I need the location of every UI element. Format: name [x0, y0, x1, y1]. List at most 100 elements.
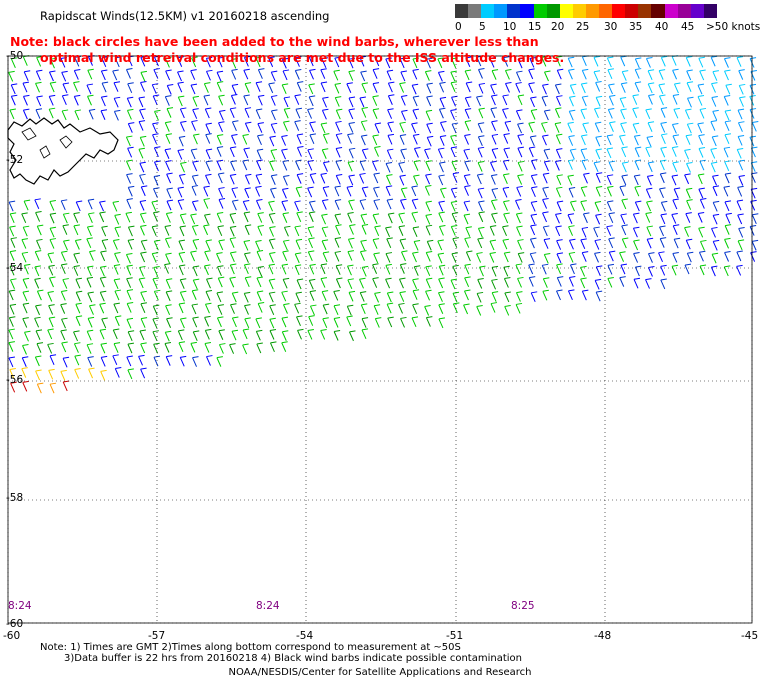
wind-barb: [463, 200, 471, 212]
wind-barb: [307, 148, 314, 160]
wind-barb: [581, 159, 588, 170]
wind-barb: [711, 82, 718, 93]
wind-barb: [593, 55, 601, 67]
colorbar-label: 45: [681, 21, 695, 33]
wind-barb: [242, 199, 250, 211]
wind-barb: [645, 278, 652, 289]
wind-barb: [75, 302, 82, 314]
wind-barb: [257, 302, 265, 313]
wind-barb: [126, 355, 133, 367]
wind-barb: [374, 146, 381, 157]
wind-barb: [88, 108, 96, 120]
lat-label-52: -52: [6, 154, 24, 166]
wind-barb: [257, 266, 264, 277]
lat-label-54: -54: [6, 262, 24, 274]
time-label-1: 8:24: [8, 600, 32, 612]
wind-barb: [398, 212, 405, 224]
wind-barb: [283, 225, 291, 237]
wind-barb: [673, 187, 681, 199]
wind-barb: [60, 263, 68, 275]
wind-barb: [517, 122, 524, 134]
wind-barb: [594, 251, 601, 263]
wind-barb: [671, 55, 679, 66]
wind-barb: [191, 200, 199, 211]
wind-barb: [204, 302, 212, 314]
wind-barb: [477, 187, 485, 199]
wind-barb: [205, 173, 212, 185]
wind-barb: [438, 277, 445, 289]
wind-barb: [556, 239, 563, 250]
wind-barb: [34, 198, 41, 210]
wind-barb: [671, 174, 679, 186]
wind-barb: [556, 276, 564, 287]
wind-barb: [307, 186, 314, 198]
wind-barb: [400, 316, 407, 328]
wind-barb: [400, 148, 407, 160]
wind-barb: [334, 213, 342, 225]
wind-barb: [386, 198, 394, 210]
wind-barb: [595, 95, 603, 107]
wind-barb: [452, 172, 460, 183]
wind-barb: [648, 265, 655, 277]
wind-barb: [684, 108, 692, 120]
wind-barb: [320, 68, 327, 79]
wind-barb: [541, 134, 549, 146]
wind-barb: [100, 250, 107, 262]
note-line-2: optimal wind retreival conditions are me…: [40, 50, 565, 65]
wind-barb: [114, 367, 122, 378]
wind-barb: [192, 160, 199, 172]
wind-barb: [490, 302, 498, 313]
wind-barb: [348, 224, 356, 235]
wind-barb: [542, 186, 549, 198]
wind-barb: [294, 200, 301, 212]
note-line-1: Note: black circles have been added to t…: [10, 34, 539, 49]
wind-barb: [425, 173, 432, 185]
wind-barb: [465, 226, 472, 237]
wind-barb: [243, 239, 250, 251]
wind-barb: [140, 342, 147, 354]
wind-barb: [633, 277, 641, 289]
wind-barb: [516, 185, 523, 197]
wind-barb: [736, 264, 743, 276]
wind-barb: [413, 239, 421, 251]
wind-barb: [698, 56, 705, 68]
wind-barb: [87, 356, 94, 367]
wind-barb: [8, 328, 15, 340]
wind-barb: [386, 174, 393, 185]
wind-barb: [478, 200, 485, 212]
wind-barb: [348, 199, 355, 211]
wind-barb: [229, 212, 237, 224]
wind-barb: [165, 304, 172, 315]
wind-barb: [711, 226, 718, 238]
wind-barb: [608, 212, 615, 223]
wind-barb: [593, 70, 601, 81]
wind-barb: [568, 238, 576, 250]
wind-barb: [217, 304, 224, 315]
wind-barb: [73, 94, 81, 106]
wind-barb: [203, 82, 211, 93]
wind-barb: [86, 343, 94, 354]
wind-barb: [60, 289, 68, 301]
wind-barb: [231, 291, 239, 303]
wind-barb: [425, 289, 432, 301]
wind-barb: [62, 224, 69, 235]
wind-barb: [179, 225, 186, 237]
wind-barb: [489, 225, 497, 236]
wind-barb: [21, 367, 28, 378]
wind-barb: [322, 133, 330, 144]
colorbar-swatch: [638, 4, 652, 18]
wind-barb: [151, 200, 158, 212]
wind-barb: [386, 148, 394, 160]
wind-barb: [283, 120, 290, 132]
wind-barb: [660, 264, 667, 276]
wind-barb: [126, 289, 134, 300]
wind-barb: [48, 94, 56, 106]
wind-barb: [400, 70, 407, 82]
wind-barb: [10, 381, 17, 393]
lon-label-60: -60: [3, 630, 21, 642]
wind-barb: [491, 133, 499, 145]
wind-barb: [491, 291, 499, 302]
wind-barb: [685, 238, 693, 250]
wind-barb: [360, 303, 368, 315]
wind-barb: [204, 250, 211, 261]
